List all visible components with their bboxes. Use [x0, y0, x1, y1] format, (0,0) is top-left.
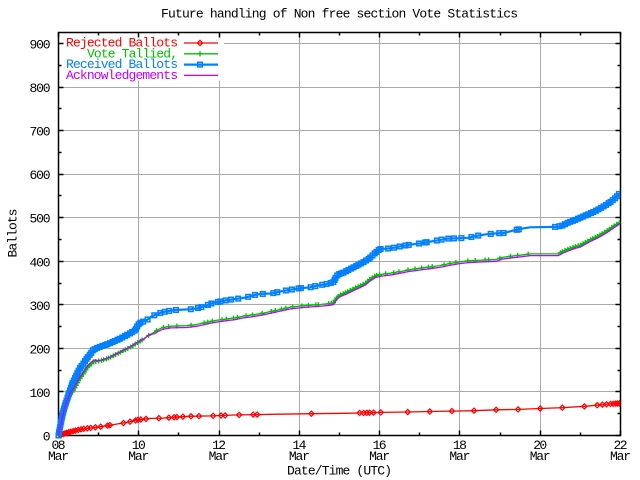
svg-text:Rejected Ballots: Rejected Ballots — [66, 36, 178, 51]
svg-text:400: 400 — [30, 255, 51, 270]
svg-text:100: 100 — [30, 386, 51, 401]
svg-text:900: 900 — [30, 38, 51, 53]
svg-text:300: 300 — [30, 299, 51, 314]
svg-text:Mar: Mar — [369, 449, 390, 464]
svg-text:20: 20 — [533, 438, 547, 453]
svg-text:600: 600 — [30, 168, 51, 183]
svg-text:Mar: Mar — [128, 449, 149, 464]
svg-text:22: 22 — [614, 438, 628, 453]
svg-text:10: 10 — [132, 438, 146, 453]
svg-text:14: 14 — [292, 438, 306, 453]
svg-text:800: 800 — [30, 81, 51, 96]
svg-text:0: 0 — [43, 430, 51, 445]
svg-text:Mar: Mar — [610, 449, 631, 464]
svg-text:Mar: Mar — [449, 449, 470, 464]
svg-text:Acknowledgements: Acknowledgements — [66, 68, 178, 83]
svg-text:Date/Time (UTC): Date/Time (UTC) — [287, 464, 392, 479]
svg-text:08: 08 — [52, 438, 66, 453]
svg-text:Future handling of Non free se: Future handling of Non free section Vote… — [161, 7, 518, 22]
svg-text:Ballots: Ballots — [6, 209, 21, 258]
svg-text:200: 200 — [30, 342, 51, 357]
svg-text:18: 18 — [453, 438, 467, 453]
svg-text:Vote Tallied,: Vote Tallied, — [87, 46, 178, 61]
svg-text:12: 12 — [212, 438, 226, 453]
svg-text:Mar: Mar — [289, 449, 310, 464]
svg-text:Received Ballots: Received Ballots — [66, 57, 178, 72]
svg-text:Mar: Mar — [48, 449, 69, 464]
svg-text:16: 16 — [373, 438, 387, 453]
svg-text:500: 500 — [30, 212, 51, 227]
svg-text:Mar: Mar — [209, 449, 230, 464]
svg-text:Mar: Mar — [530, 449, 551, 464]
svg-text:700: 700 — [30, 125, 51, 140]
